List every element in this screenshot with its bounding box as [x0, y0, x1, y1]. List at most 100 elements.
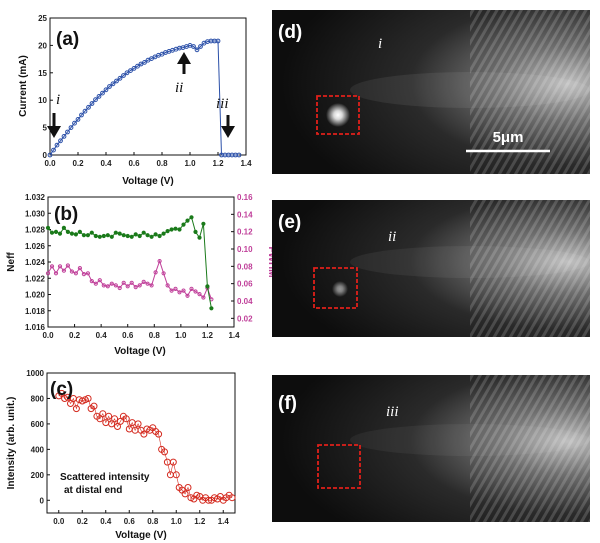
x-tick-label: 1.2 — [202, 331, 214, 340]
neff-point — [93, 233, 98, 239]
series-fwhm — [45, 259, 214, 302]
ticks-c: 0.0 0.2 0.4 0.6 0.8 1.0 1.2 1.4 0 200 400 600 800 100… — [26, 369, 229, 526]
bright-spot-d — [326, 103, 350, 127]
current-point — [96, 94, 102, 99]
y-tick-label: 1.030 — [25, 209, 46, 218]
current-point — [68, 125, 74, 130]
intensity-point — [96, 415, 104, 423]
intensity-point — [114, 423, 121, 430]
x-tick-label: 0.2 — [77, 517, 89, 526]
x-tick-label: 0.8 — [156, 159, 168, 168]
y-tick-label: 1.024 — [25, 258, 46, 267]
fwhm-point — [77, 266, 83, 271]
roi-box-f — [317, 444, 361, 489]
x-tick-label: 1.2 — [212, 159, 224, 168]
fwhm-point — [137, 283, 142, 288]
current-point — [51, 147, 56, 153]
fwhm-point — [81, 272, 87, 277]
x-tick-label: 0.8 — [147, 517, 159, 526]
y-axis-label-a: Current (mA) — [18, 55, 29, 117]
x-tick-label: 1.4 — [218, 517, 230, 526]
neff-point — [85, 233, 91, 238]
fwhm-point — [53, 271, 59, 276]
fwhm-point — [149, 283, 154, 288]
annotation-ii: ii — [175, 80, 183, 96]
y-tick-label: 25 — [38, 14, 47, 23]
current-point — [117, 75, 123, 81]
fwhm-point — [169, 288, 174, 293]
intensity-point — [84, 395, 92, 402]
annotation-i: i — [56, 92, 60, 108]
interference-fringes-d — [470, 10, 590, 174]
neff-point — [69, 231, 75, 236]
fwhm-point — [181, 288, 186, 293]
current-point — [54, 142, 60, 148]
neff-point — [105, 233, 110, 238]
neff-point — [181, 222, 186, 227]
fwhm-point — [49, 264, 55, 269]
neff-point — [133, 232, 138, 237]
roman-label-d: i — [378, 36, 382, 52]
panel-label-b: (b) — [54, 204, 78, 225]
fwhm-point — [197, 292, 202, 297]
chart-current-vs-voltage: 0.0 0.2 0.4 0.6 0.8 1.0 1.2 1.4 0 5 10 15 20 25 (a) V… — [18, 14, 252, 187]
x-tick-label: 1.0 — [184, 159, 196, 168]
neff-point — [193, 229, 198, 234]
interference-fringes-e — [470, 200, 590, 337]
neff-point — [109, 234, 114, 239]
current-point — [128, 68, 133, 73]
fwhm-point — [45, 271, 51, 276]
current-point — [121, 73, 126, 78]
y-tick-label: 1.028 — [25, 226, 46, 235]
current-point — [142, 60, 147, 65]
y-tick-label: 400 — [31, 445, 45, 454]
panel-label-d: (d) — [278, 22, 302, 43]
current-point — [135, 63, 140, 69]
current-point — [100, 90, 105, 96]
panel-label-f: (f) — [278, 393, 297, 414]
current-point — [93, 97, 98, 103]
series-current — [47, 38, 242, 158]
neff-point — [81, 233, 87, 238]
neff-point — [145, 233, 150, 238]
y-tick-label: 1.018 — [25, 307, 46, 316]
x-tick-label: 0.4 — [96, 331, 108, 340]
plot-frame-c — [46, 372, 236, 514]
fwhm-point — [177, 290, 182, 295]
y-right-tick-label: 0.04 — [237, 297, 253, 306]
x-tick-label: 1.4 — [228, 331, 240, 340]
current-point — [107, 84, 112, 89]
y-tick-label: 0 — [43, 151, 48, 160]
neff-point — [125, 233, 130, 239]
neff-point — [201, 221, 206, 226]
current-point — [110, 81, 116, 87]
fwhm-point — [165, 283, 170, 288]
current-line — [49, 40, 239, 156]
current-point — [86, 104, 91, 110]
y-tick-label: 200 — [31, 471, 45, 480]
micrograph-d: (d) i 5μm — [272, 10, 590, 174]
current-point — [79, 112, 84, 118]
micrograph-f: (f) iii — [272, 375, 590, 522]
neff-point — [101, 233, 106, 239]
roi-box-d — [316, 95, 360, 135]
intensity-point — [116, 417, 124, 425]
y-tick-label: 0 — [40, 496, 45, 505]
x-tick-label: 0.2 — [69, 331, 81, 340]
dim-spot-e — [332, 281, 348, 297]
panel-label-e: (e) — [278, 212, 301, 233]
intensity-point — [181, 490, 189, 498]
current-point — [47, 152, 53, 158]
fwhm-point — [145, 281, 150, 286]
neff-point — [45, 225, 51, 230]
neff-point — [209, 306, 214, 311]
fwhm-point — [121, 280, 126, 285]
current-point — [103, 87, 109, 93]
y-tick-label: 1.020 — [25, 291, 46, 300]
roi-box-e — [313, 267, 358, 309]
intensity-point — [140, 430, 148, 438]
y-tick-label: 1.016 — [25, 323, 46, 332]
x-tick-label: 0.4 — [100, 159, 112, 168]
fwhm-point — [85, 271, 91, 276]
y-right-tick-label: 0.08 — [237, 262, 253, 271]
